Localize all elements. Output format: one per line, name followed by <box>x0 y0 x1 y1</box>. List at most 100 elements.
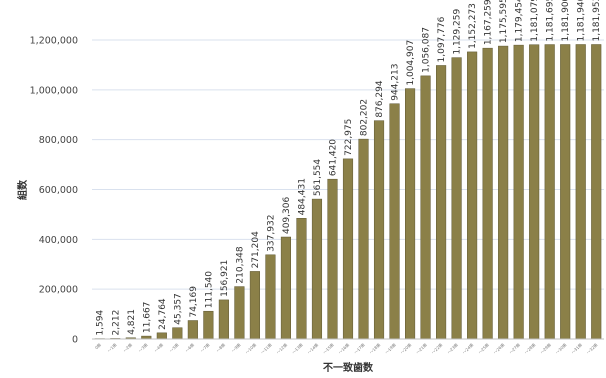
data-label: 156,921 <box>220 260 230 297</box>
data-label: 1,181,900 <box>561 0 571 42</box>
x-tick-label: 〜12歯 <box>275 341 289 355</box>
data-label: 45,357 <box>173 293 183 325</box>
bar <box>218 299 229 340</box>
data-label: 944,213 <box>391 64 401 101</box>
bar <box>513 44 524 340</box>
data-label: 561,554 <box>313 159 323 196</box>
data-label: 337,932 <box>266 215 276 252</box>
data-label: 1,175,595 <box>499 0 509 43</box>
x-tick-label: 〜22歯 <box>430 341 444 355</box>
data-label: 4,821 <box>127 309 137 335</box>
x-tick-label: 〜11歯 <box>259 341 273 355</box>
y-tick-label: 400,000 <box>39 235 78 246</box>
data-label: 11,667 <box>142 302 152 334</box>
bar <box>405 88 416 340</box>
bar <box>249 271 260 340</box>
y-tick-label: 600,000 <box>39 185 78 196</box>
bar <box>498 45 509 340</box>
data-label: 1,056,087 <box>422 27 432 73</box>
data-label: 722,975 <box>344 119 354 156</box>
data-label: 1,594 <box>96 310 106 336</box>
bar <box>342 158 354 340</box>
y-tick-label: 800,000 <box>39 135 78 146</box>
data-label: 2,212 <box>111 310 121 336</box>
data-label: 1,181,695 <box>546 0 556 42</box>
x-tick-label: 〜31歯 <box>569 341 583 355</box>
bar <box>172 327 183 340</box>
x-tick-label: 〜15歯 <box>321 341 335 355</box>
x-tick-label: 〜14歯 <box>306 341 320 355</box>
data-labels: 1,594 2,212 4,821 11,667 24,764 45,357 74,169 1… <box>96 0 602 336</box>
data-label: 484,431 <box>297 178 307 215</box>
x-tick-label: 0歯 <box>93 341 102 350</box>
data-label: 1,179,454 <box>515 0 525 42</box>
x-tick-label: 〜4歯 <box>152 341 164 353</box>
data-label: 802,202 <box>360 99 370 136</box>
x-tick-label: 〜32歯 <box>585 341 599 355</box>
bar <box>544 44 555 340</box>
x-tick-label: 〜27歯 <box>507 341 521 355</box>
y-tick-label: 1,200,000 <box>30 36 78 47</box>
bar <box>529 44 540 340</box>
bar <box>591 44 602 340</box>
data-label: 271,204 <box>251 231 261 268</box>
bar <box>280 236 291 340</box>
data-label: 1,181,953 <box>592 0 602 41</box>
bar <box>156 332 167 340</box>
x-tick-label: 〜26歯 <box>492 341 506 355</box>
data-label: 1,004,907 <box>406 40 416 86</box>
bar <box>234 286 245 340</box>
x-tick-label: 〜19歯 <box>383 341 397 355</box>
bar <box>327 178 338 340</box>
x-tick-label: 〜10歯 <box>244 341 258 355</box>
data-label: 1,129,259 <box>453 9 463 55</box>
bar <box>311 198 323 340</box>
x-tick-label: 〜16歯 <box>337 341 351 355</box>
x-tick-label: 〜18歯 <box>368 341 382 355</box>
x-tick-label: 〜29歯 <box>538 341 552 355</box>
bars <box>94 44 602 340</box>
bar <box>389 103 400 340</box>
y-axis-title: 組数 <box>16 179 29 200</box>
y-tick-label: 1,000,000 <box>30 85 78 96</box>
y-tick-label: 200,000 <box>39 285 78 296</box>
bar <box>296 218 307 340</box>
x-tick-label: 〜21歯 <box>414 341 428 355</box>
bar <box>265 254 276 340</box>
data-label: 1,152,273 <box>468 3 478 49</box>
bar <box>373 120 385 340</box>
x-tick-label: 〜2歯 <box>121 341 133 353</box>
x-tick-label: 〜8歯 <box>214 341 226 353</box>
x-tick-label: 〜6歯 <box>183 341 195 353</box>
bar <box>560 44 571 340</box>
bar <box>358 138 369 340</box>
bar <box>451 57 462 340</box>
x-tick-label: 〜25歯 <box>476 341 490 355</box>
data-label: 641,420 <box>328 139 338 176</box>
x-tick-label: 〜9歯 <box>230 341 242 353</box>
data-label: 1,167,259 <box>484 0 494 45</box>
bar <box>420 75 431 340</box>
x-tick-label: 〜3歯 <box>137 341 149 353</box>
bar <box>467 51 478 340</box>
bar <box>187 320 198 340</box>
bar <box>482 47 493 340</box>
x-axis-title: 不一致歯数 <box>323 361 374 374</box>
y-tick-label: 0 <box>72 335 78 346</box>
x-tick-label: 〜1歯 <box>106 341 118 353</box>
x-tick-label: 〜28歯 <box>523 341 537 355</box>
data-label: 876,294 <box>375 80 385 117</box>
x-tick-label: 〜13歯 <box>290 341 304 355</box>
x-tick-label: 〜23歯 <box>445 341 459 355</box>
bar <box>203 310 214 340</box>
x-tick-label: 〜24歯 <box>461 341 475 355</box>
x-tick-label: 〜7歯 <box>199 341 211 353</box>
data-label: 111,540 <box>204 271 214 308</box>
data-label: 210,348 <box>235 246 245 283</box>
data-label: 1,097,776 <box>437 16 447 62</box>
data-label: 74,169 <box>189 286 199 318</box>
y-axis-tick-labels: 0 200,000 400,000 600,000 800,000 1,000,000 1,… <box>30 36 78 346</box>
data-label: 409,306 <box>282 197 292 234</box>
x-axis-category-labels: 0歯 〜1歯 〜2歯 〜3歯 〜4歯 〜5歯 〜6歯 〜7歯 〜8歯 〜9歯 〜10歯 〜11歯 〜12… <box>93 341 598 355</box>
